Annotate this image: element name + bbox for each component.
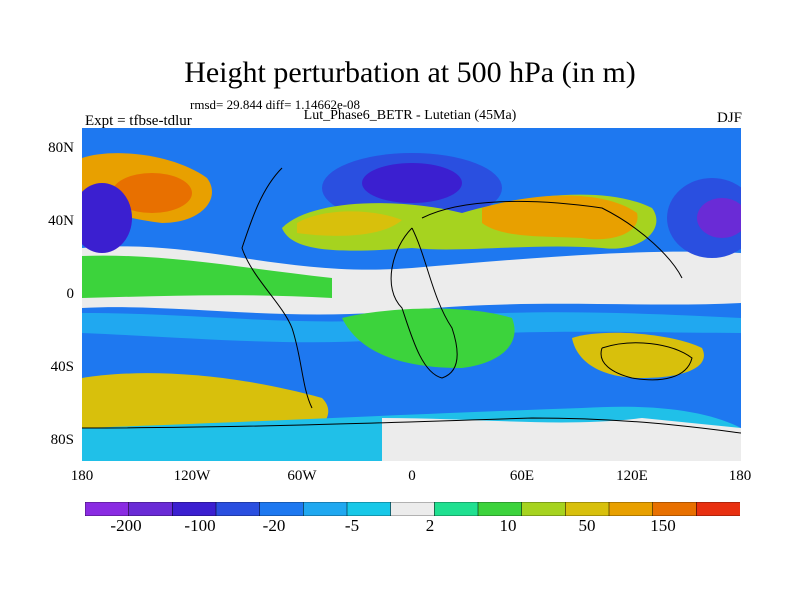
map-svg [82, 128, 741, 461]
africa-coast [390, 227, 458, 379]
australia-coast [600, 342, 693, 381]
colorbar-label: -200 [110, 516, 142, 535]
colorbar-swatch [608, 502, 654, 516]
lon-tick-180e: 180 [728, 468, 752, 484]
colorbar [85, 502, 740, 516]
colorbar-swatch [346, 502, 392, 516]
green-anomaly-satl [342, 308, 515, 368]
colorbar-swatch [172, 502, 217, 516]
neutral-band-equator [82, 246, 741, 315]
colorbar-swatch [565, 502, 610, 516]
lon-tick-60w: 60W [287, 468, 317, 484]
lat-tick-80n: 80N [48, 140, 74, 156]
colorbar-swatch [477, 502, 523, 516]
warm-core-asia [482, 195, 638, 240]
lat-tick-0: 0 [66, 286, 75, 302]
neutral-polar-south [382, 418, 741, 461]
lon-tick-120w: 120W [173, 468, 211, 484]
colorbar-swatch [303, 502, 348, 516]
colorbar-swatch [652, 502, 698, 516]
eurasia-coast [421, 200, 683, 279]
lon-tick-120e: 120E [616, 468, 648, 484]
lat-tick-40n: 40N [48, 213, 74, 229]
colorbar-swatch [259, 502, 305, 516]
figure-title: Height perturbation at 500 hPa (in m) [184, 56, 636, 89]
lat-tick-40s: 40S [50, 359, 74, 375]
lat-tick-80s: 80S [50, 432, 74, 448]
rmsd-stats: rmsd= 29.844 diff= 1.14662e-08 [190, 97, 361, 112]
americas-coast [241, 167, 313, 409]
season-label: DJF [716, 110, 742, 126]
warm-core-nwest [112, 173, 192, 213]
coastlines [82, 167, 741, 434]
experiment-label: Expt = tfbse-tdlur [85, 113, 192, 129]
colorbar-swatch [696, 502, 740, 516]
green-band-west [82, 255, 332, 298]
lon-tick-0: 0 [408, 468, 416, 484]
colorbar-swatch [390, 502, 436, 516]
antarctica-coast [82, 417, 741, 434]
colorbar-label: 2 [425, 516, 435, 535]
colorbar-svg [85, 502, 740, 516]
colorbar-label: -5 [344, 516, 360, 535]
colorbar-swatch [521, 502, 567, 516]
colorbar-label: 10 [499, 516, 517, 535]
warm-anomaly-seast [572, 332, 704, 378]
colorbar-swatch [128, 502, 174, 516]
map-panel [82, 128, 741, 461]
colorbar-swatch [85, 502, 130, 516]
cold-core-north [362, 163, 462, 203]
colorbar-swatch [434, 502, 479, 516]
colorbar-label: 150 [650, 516, 676, 535]
warm-core-atlantic [297, 211, 402, 236]
colorbar-label: -20 [262, 516, 286, 535]
lon-tick-180w: 180 [70, 468, 94, 484]
run-subtitle: Lut_Phase6_BETR - Lutetian (45Ma) [303, 108, 517, 123]
lon-tick-60e: 60E [509, 468, 535, 484]
colorbar-label: -100 [184, 516, 216, 535]
cold-core-west [82, 183, 132, 253]
cold-core-east [697, 198, 741, 238]
colorbar-swatch [215, 502, 261, 516]
colorbar-label: 50 [578, 516, 596, 535]
